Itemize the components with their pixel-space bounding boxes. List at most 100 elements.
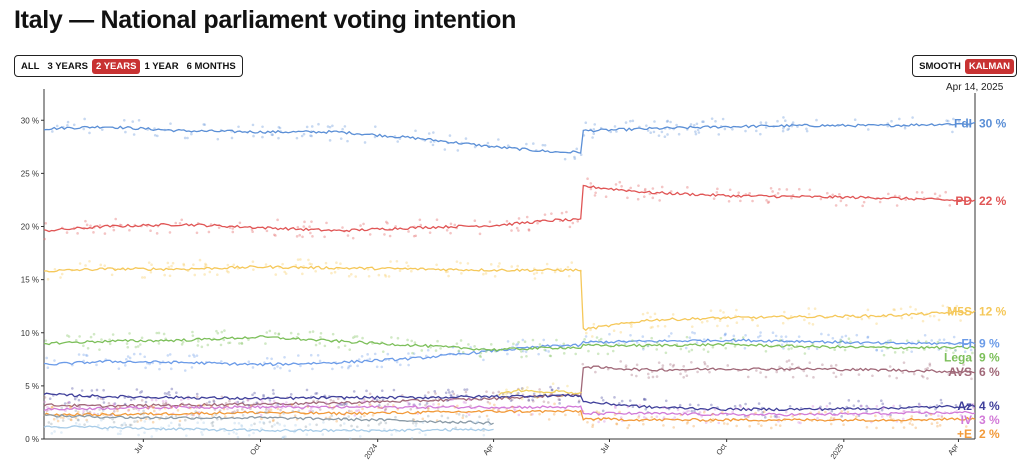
poll-dot: [110, 273, 114, 277]
poll-dot: [193, 273, 197, 277]
poll-dot: [453, 223, 457, 227]
poll-dot: [746, 407, 749, 411]
poll-dot: [202, 123, 205, 126]
poll-dot: [333, 270, 337, 274]
poll-dot: [123, 364, 127, 367]
poll-dot: [478, 232, 482, 236]
poll-dot: [544, 349, 548, 352]
poll-dot: [790, 196, 793, 200]
poll-dot: [183, 136, 187, 140]
poll-dot: [505, 219, 509, 223]
poll-dot: [129, 423, 133, 427]
range-3-years-button[interactable]: 3 YEARS: [47, 60, 88, 72]
smooth-mode-button[interactable]: SMOOTH: [919, 60, 961, 72]
poll-dot: [684, 346, 688, 350]
poll-dot: [225, 269, 229, 273]
poll-dot: [256, 411, 259, 415]
series-label-e: +E: [957, 427, 972, 441]
poll-dot: [222, 407, 226, 411]
poll-dot: [469, 404, 472, 408]
poll-dot: [928, 364, 932, 367]
poll-dot: [493, 403, 496, 407]
poll-dot: [818, 407, 821, 411]
poll-dot: [535, 271, 539, 275]
poll-dot: [597, 420, 600, 424]
poll-dot: [373, 125, 377, 129]
poll-dot: [168, 231, 172, 234]
poll-dot: [510, 398, 514, 402]
poll-dot: [127, 408, 131, 412]
poll-dot: [143, 420, 147, 423]
poll-dot: [521, 349, 525, 353]
poll-dot: [679, 372, 682, 376]
poll-dot: [744, 129, 747, 133]
poll-dot: [581, 362, 585, 366]
poll-dot: [914, 426, 918, 430]
poll-dot: [715, 191, 719, 194]
poll-dot: [971, 351, 974, 355]
poll-dot: [865, 404, 868, 408]
poll-dot: [780, 343, 784, 347]
poll-dot: [690, 409, 694, 413]
range-2-years-button[interactable]: 2 YEARS: [91, 58, 141, 74]
poll-dot: [467, 397, 471, 401]
range-1-year-button[interactable]: 1 YEAR: [144, 60, 179, 72]
poll-dot: [315, 423, 318, 427]
poll-dot: [410, 436, 414, 440]
range-6-months-button[interactable]: 6 MONTHS: [186, 60, 236, 72]
poll-dot: [347, 409, 351, 413]
poll-dot: [246, 398, 250, 402]
poll-dot: [924, 340, 928, 344]
poll-dot: [719, 336, 723, 340]
poll-dot: [629, 119, 632, 123]
poll-dot: [347, 415, 350, 418]
poll-dot: [141, 276, 144, 279]
poll-dot: [73, 397, 77, 401]
poll-dot: [380, 389, 384, 393]
poll-dot: [237, 125, 240, 129]
poll-dot: [756, 324, 759, 328]
poll-dot: [536, 221, 539, 225]
poll-dot: [791, 375, 795, 379]
poll-dot: [448, 391, 451, 394]
poll-dot: [860, 317, 864, 321]
poll-dot: [89, 335, 93, 339]
poll-dot: [758, 334, 762, 338]
poll-dot: [559, 267, 562, 271]
poll-dot: [614, 406, 617, 410]
poll-dot: [60, 272, 64, 276]
poll-dot: [50, 432, 54, 435]
poll-dot: [759, 371, 762, 374]
poll-dot: [560, 394, 564, 398]
range-all-button[interactable]: ALL: [21, 60, 40, 72]
poll-dot: [383, 273, 387, 277]
poll-dot: [532, 392, 536, 396]
poll-dot: [237, 422, 241, 425]
poll-dot: [464, 137, 468, 140]
poll-dot: [911, 423, 914, 426]
poll-dot: [574, 352, 578, 356]
poll-dot: [425, 402, 429, 405]
poll-dot: [322, 421, 325, 424]
poll-dot: [746, 415, 749, 419]
poll-dot: [788, 405, 792, 408]
poll-dot: [954, 404, 958, 407]
trend-line-minor: [43, 413, 494, 426]
poll-dot: [276, 407, 280, 411]
poll-dot: [426, 414, 430, 418]
time-range-selector: ALL 3 YEARS 2 YEARS 1 YEAR 6 MONTHS: [14, 55, 243, 77]
poll-dot: [581, 410, 585, 413]
poll-dot: [682, 364, 686, 368]
poll-dot: [476, 420, 480, 423]
poll-dot: [62, 416, 65, 420]
poll-dot: [754, 129, 758, 133]
poll-dot: [282, 412, 285, 415]
poll-dot: [112, 402, 116, 406]
kalman-mode-button[interactable]: KALMAN: [964, 58, 1014, 74]
poll-dot: [461, 351, 465, 354]
poll-dot: [553, 270, 557, 274]
poll-dot: [650, 336, 654, 340]
poll-dot: [262, 395, 265, 398]
poll-dot: [904, 198, 908, 201]
